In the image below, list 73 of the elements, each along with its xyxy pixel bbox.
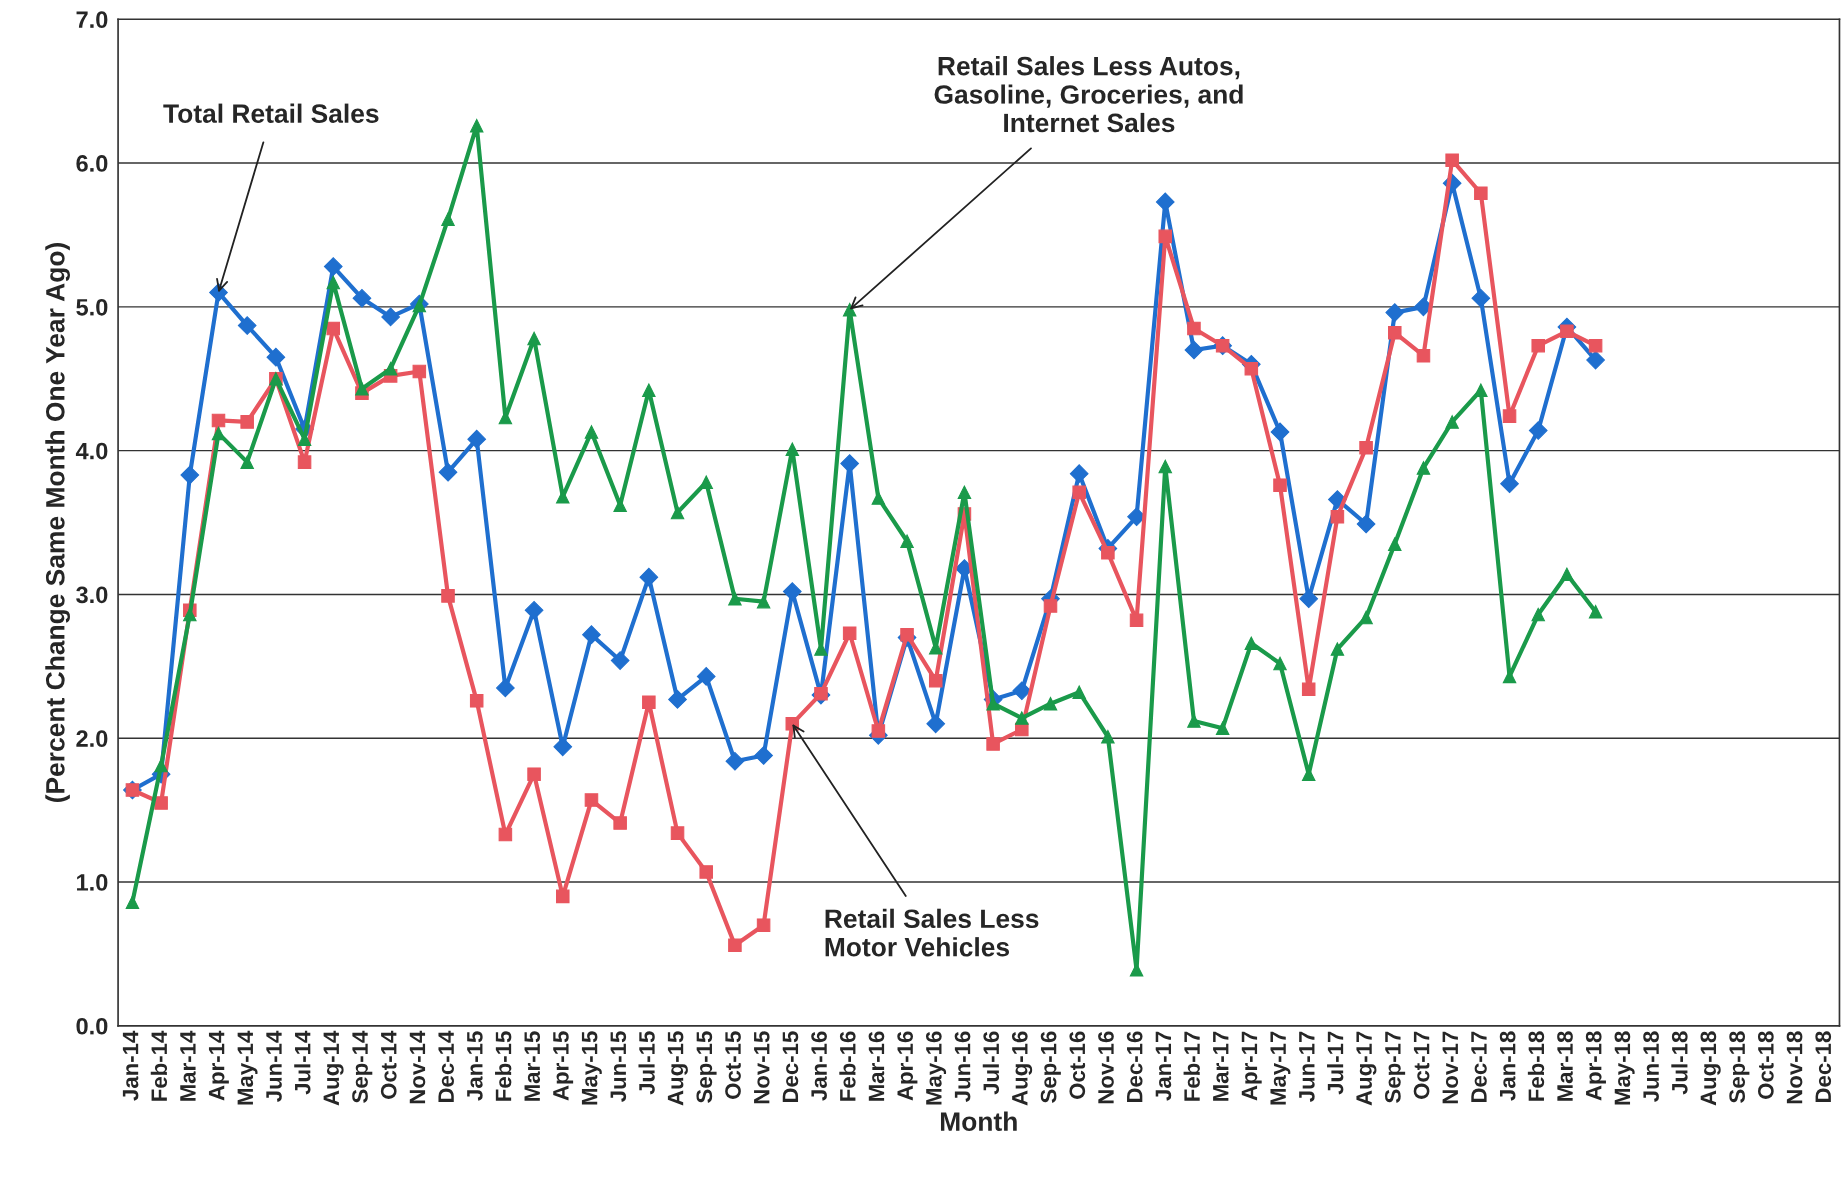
x-tick-label: Oct-14 <box>380 1030 397 1099</box>
x-tick-label: Mar-16 <box>868 1031 885 1101</box>
x-tick-label: Nov-16 <box>1098 1031 1114 1104</box>
x-tick-label: Jul-15 <box>638 1031 655 1095</box>
x-tick-label: May-14 <box>237 1030 258 1105</box>
x-tick-label: Nov-14 <box>409 1030 426 1104</box>
x-tick-label: Aug-16 <box>1011 1031 1033 1106</box>
y-tick-label: 2.0 <box>76 730 108 748</box>
x-tick-label: Jan-16 <box>811 1031 827 1101</box>
x-tick-label: Dec-14 <box>438 1030 454 1103</box>
x-tick-label: Nov-17 <box>1442 1031 1459 1104</box>
y-tick-label: 4.0 <box>75 442 108 460</box>
x-tick-label: May-15 <box>581 1031 602 1105</box>
x-tick-label: Jan-17 <box>1155 1031 1172 1101</box>
x-tick-label: May-18 <box>1614 1031 1635 1105</box>
annotation: Retail Sales Less Motor Vehicles <box>825 908 1039 957</box>
x-tick-label: Apr-15 <box>553 1031 574 1101</box>
x-tick-label: Sep-16 <box>1040 1031 1061 1103</box>
x-tick-label: Jun-15 <box>610 1031 627 1102</box>
x-tick-label: Mar-14 <box>180 1030 196 1101</box>
x-tick-label: Jul-16 <box>982 1031 1000 1095</box>
y-axis-title: (Percent Change Same Month One Year Ago) <box>45 243 70 803</box>
x-tick-label: Oct-16 <box>1069 1031 1086 1099</box>
y-tick-label: 6.0 <box>76 155 108 172</box>
x-axis-title: Month <box>940 1111 1017 1131</box>
x-tick-label: Jan-14 <box>122 1030 139 1101</box>
x-tick-label: Oct-15 <box>725 1031 741 1099</box>
x-tick-label: Jan-15 <box>467 1031 483 1101</box>
x-tick-label: Apr-16 <box>897 1031 918 1101</box>
x-tick-label: Nov-18 <box>1786 1031 1803 1104</box>
x-tick-label: Feb-14 <box>150 1030 168 1101</box>
annotation: Total Retail Sales <box>163 103 379 123</box>
y-tick-label: 5.0 <box>76 298 108 316</box>
x-tick-label: Apr-18 <box>1585 1031 1606 1101</box>
x-tick-label: Feb-15 <box>495 1031 512 1101</box>
x-tick-label: Dec-15 <box>782 1031 799 1103</box>
x-tick-label: Nov-15 <box>754 1031 770 1104</box>
x-tick-label: Jan-18 <box>1499 1031 1516 1101</box>
x-tick-label: Oct-18 <box>1757 1031 1774 1099</box>
y-tick-label: 0.0 <box>76 1017 108 1035</box>
x-tick-label: Feb-17 <box>1183 1031 1200 1101</box>
x-tick-label: Dec-16 <box>1126 1031 1143 1103</box>
x-tick-label: Oct-17 <box>1413 1031 1430 1099</box>
x-tick-label: Jul-17 <box>1327 1031 1344 1095</box>
x-tick-label: Mar-18 <box>1557 1031 1573 1101</box>
x-tick-label: Sep-15 <box>696 1031 717 1103</box>
x-tick-label: Feb-18 <box>1527 1031 1545 1101</box>
x-tick-label: Aug-15 <box>667 1031 688 1106</box>
x-tick-label: Mar-15 <box>524 1031 541 1101</box>
x-tick-label: Jul-18 <box>1671 1031 1688 1095</box>
x-tick-label: Jun-18 <box>1643 1031 1659 1102</box>
annotation: Retail Sales Less Autos, Gasoline, Groceries, and Internet Sales <box>934 56 1243 133</box>
x-tick-label: Dec-17 <box>1471 1031 1487 1103</box>
y-tick-label: 1.0 <box>77 874 108 891</box>
x-tick-label: Jun-14 <box>266 1030 282 1102</box>
x-tick-label: Sep-17 <box>1385 1031 1406 1103</box>
x-tick-label: Mar-17 <box>1213 1031 1229 1101</box>
x-tick-label: Aug-17 <box>1356 1031 1377 1106</box>
x-tick-label: Apr-17 <box>1241 1031 1262 1101</box>
x-tick-label: Aug-18 <box>1700 1031 1721 1106</box>
x-tick-label: Dec-18 <box>1815 1031 1832 1103</box>
y-tick-label: 7.0 <box>76 11 108 29</box>
y-tick-label: 3.0 <box>76 586 108 604</box>
x-tick-label: Sep-18 <box>1729 1031 1750 1103</box>
x-tick-label: May-16 <box>925 1031 947 1105</box>
x-tick-label: Jul-14 <box>294 1030 311 1095</box>
x-tick-label: Sep-14 <box>352 1030 373 1103</box>
x-tick-label: Feb-16 <box>839 1031 856 1101</box>
x-tick-label: Aug-14 <box>323 1030 344 1106</box>
x-tick-label: Jun-16 <box>954 1031 971 1102</box>
x-tick-label: May-17 <box>1270 1031 1291 1105</box>
x-tick-label: Jun-17 <box>1299 1031 1315 1102</box>
x-tick-label: Apr-14 <box>208 1030 229 1101</box>
